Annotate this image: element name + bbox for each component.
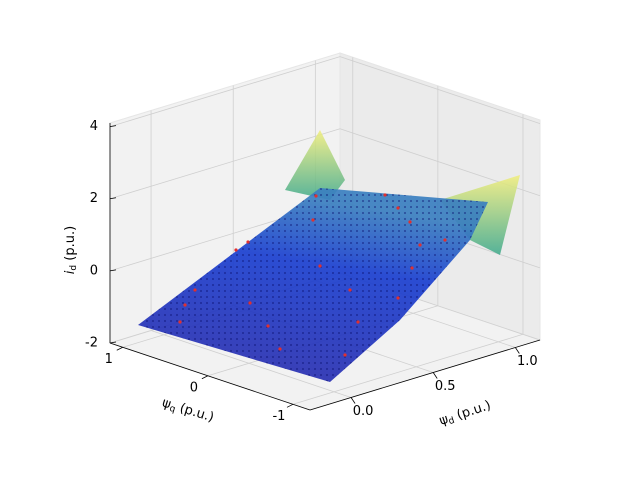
- z-tick: [109, 269, 117, 272]
- x-tick: [515, 347, 520, 354]
- axes: 0.0 0.5 1.0 -1 0 1 -2 0 2 4: [85, 119, 541, 424]
- y-tick-label: 0: [190, 380, 198, 395]
- z-tick-label: -2: [85, 336, 98, 351]
- z-tick-label: 4: [90, 119, 98, 134]
- y-tick: [201, 375, 209, 380]
- grid-line: [109, 56, 341, 127]
- grid-line: [292, 333, 524, 405]
- z-tick: [109, 197, 117, 200]
- x-tick-label: 1.0: [517, 354, 538, 369]
- y-tick: [116, 346, 123, 351]
- y-tick: [286, 403, 294, 408]
- y-tick-label: -1: [272, 409, 285, 424]
- z-tick: [109, 341, 117, 344]
- y-axis-line: [109, 342, 311, 411]
- grid-line: [109, 128, 341, 200]
- z-tick: [109, 125, 117, 128]
- x-tick: [432, 372, 438, 379]
- z-axis-label: id (p.u.): [63, 226, 79, 274]
- x-axis-line: [309, 339, 541, 411]
- x-tick-label: 0.5: [435, 379, 456, 394]
- surface: [138, 130, 520, 382]
- y-tick-label: 1: [105, 352, 113, 367]
- x-tick: [350, 397, 356, 404]
- x-axis-label: ψd (p.u.): [437, 398, 493, 430]
- y-axis-label: ψq (p.u.): [160, 395, 216, 426]
- z-tick-label: 0: [90, 263, 98, 278]
- z-tick-label: 2: [90, 191, 98, 206]
- x-tick-label: 0.0: [353, 404, 374, 419]
- grid-line: [150, 330, 352, 398]
- grid-line: [339, 56, 541, 124]
